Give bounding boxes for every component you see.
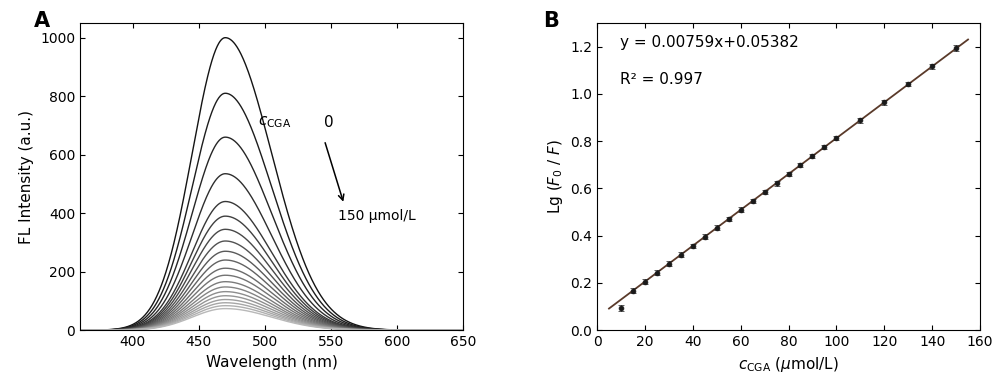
Y-axis label: FL Intensity (a.u.): FL Intensity (a.u.) [19, 110, 34, 243]
Text: 0: 0 [324, 115, 334, 130]
X-axis label: $c_\mathsf{CGA}$ ($\mu$mol/L): $c_\mathsf{CGA}$ ($\mu$mol/L) [738, 355, 839, 374]
Text: y = 0.00759x+0.05382: y = 0.00759x+0.05382 [620, 35, 799, 50]
Y-axis label: Lg ($F_0$ / $F$): Lg ($F_0$ / $F$) [546, 139, 565, 214]
Text: 150 μmol/L: 150 μmol/L [338, 209, 415, 223]
Text: A: A [34, 11, 50, 31]
X-axis label: Wavelength (nm): Wavelength (nm) [206, 355, 337, 370]
Text: B: B [543, 11, 559, 31]
Text: R² = 0.997: R² = 0.997 [620, 72, 703, 87]
Text: $c_\mathsf{CGA}$: $c_\mathsf{CGA}$ [258, 114, 292, 130]
